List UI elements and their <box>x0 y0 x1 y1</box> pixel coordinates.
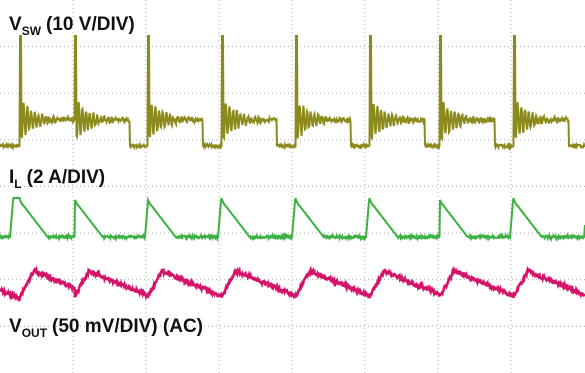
symbol: V <box>9 316 22 337</box>
subscript: L <box>14 177 21 191</box>
scale: (50 mV/DIV) (AC) <box>52 316 203 337</box>
scale: (2 A/DIV) <box>27 167 105 188</box>
subscript: SW <box>22 24 42 38</box>
scale: (10 V/DIV) <box>46 14 135 35</box>
scope-screen: VSW(10 V/DIV) IL(2 A/DIV) VOUT(50 mV/DIV… <box>0 0 585 373</box>
symbol: V <box>9 14 22 35</box>
subscript: OUT <box>22 326 48 340</box>
